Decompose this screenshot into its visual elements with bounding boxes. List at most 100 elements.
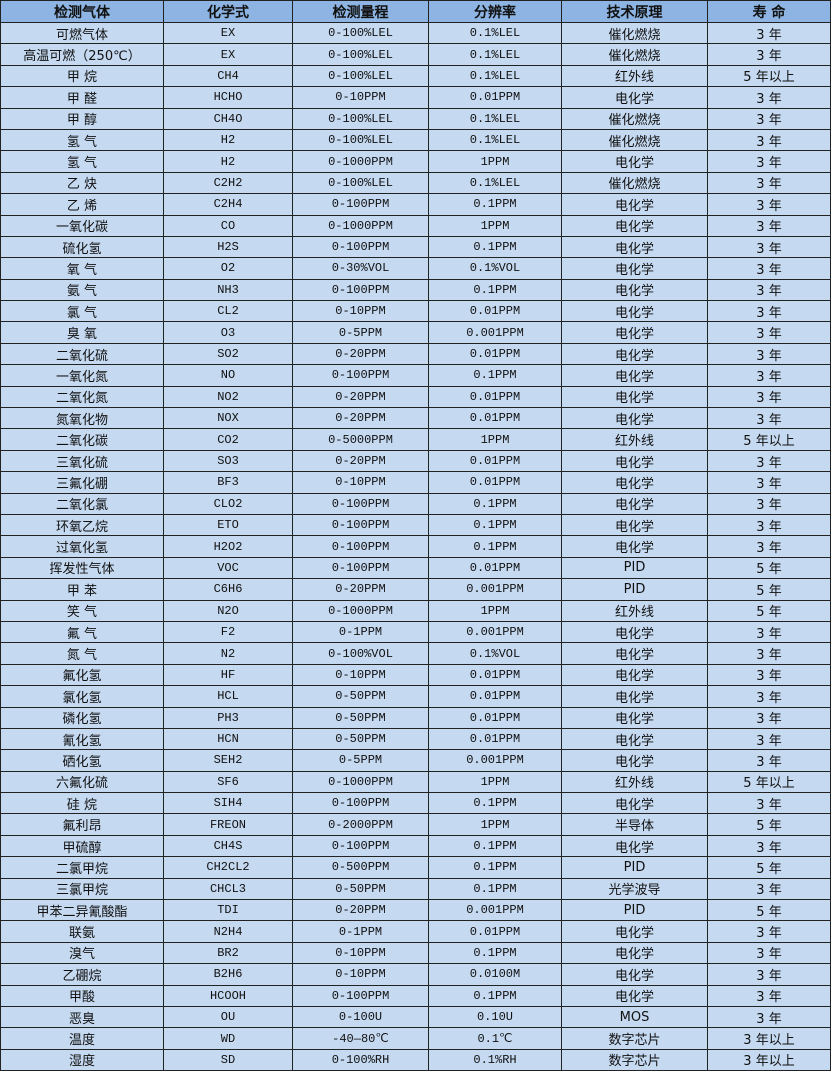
cell-formula: O2 — [163, 257, 293, 280]
table-row: 六氟化硫 SF6 0-1000PPM 1PPM 红外线 5 年以上 — [0, 770, 831, 794]
cell-resolution: 0.1PPM — [428, 984, 562, 1007]
cell-lifespan: 3 年 — [707, 513, 831, 537]
cell-principle: 数字芯片 — [561, 1048, 708, 1072]
cell-gas-name: 氯化氢 — [0, 685, 164, 708]
cell-principle: 催化燃烧 — [561, 43, 708, 66]
cell-formula: SEH2 — [163, 749, 293, 772]
cell-range: 0-1000PPM — [292, 770, 429, 794]
cell-formula: C6H6 — [163, 578, 293, 601]
cell-principle: 催化燃烧 — [561, 21, 708, 45]
cell-formula: N2O — [163, 599, 293, 622]
cell-lifespan: 3 年 — [707, 685, 831, 708]
cell-range: 0-10PPM — [292, 300, 429, 323]
cell-range: 0-100PPM — [292, 513, 429, 537]
cell-resolution: 0.1PPM — [428, 492, 562, 515]
table-row: 甲 苯 C6H6 0-20PPM 0.001PPM PID 5 年 — [0, 578, 831, 601]
cell-lifespan: 3 年 — [707, 727, 831, 751]
cell-gas-name: 氢 气 — [0, 150, 164, 173]
cell-lifespan: 3 年 — [707, 171, 831, 195]
column-header-lifespan: 寿 命 — [707, 0, 831, 23]
cell-lifespan: 3 年 — [707, 535, 831, 558]
cell-resolution: 0.1%LEL — [428, 128, 562, 152]
cell-lifespan: 5 年以上 — [707, 428, 831, 451]
cell-resolution: 1PPM — [428, 770, 562, 794]
cell-resolution: 1PPM — [428, 813, 562, 836]
cell-gas-name: 过氧化氢 — [0, 535, 164, 558]
table-row: 氟化氢 HF 0-10PPM 0.01PPM 电化学 3 年 — [0, 663, 831, 687]
cell-lifespan: 3 年 — [707, 150, 831, 173]
cell-gas-name: 磷化氢 — [0, 706, 164, 729]
cell-resolution: 0.0100M — [428, 963, 562, 986]
cell-resolution: 0.1PPM — [428, 834, 562, 858]
table-row: 温度 WD -40—80℃ 0.1℃ 数字芯片 3 年以上 — [0, 1027, 831, 1050]
table-row: 环氧乙烷 ETO 0-100PPM 0.1PPM 电化学 3 年 — [0, 513, 831, 537]
cell-principle: 电化学 — [561, 214, 708, 237]
table-row: 高温可燃（250℃） EX 0-100%LEL 0.1%LEL 催化燃烧 3 年 — [0, 43, 831, 66]
cell-lifespan: 3 年 — [707, 449, 831, 473]
cell-formula: CH4O — [163, 107, 293, 130]
column-header-resolution: 分辨率 — [428, 0, 562, 23]
table-row: 硫化氢 H2S 0-100PPM 0.1PPM 电化学 3 年 — [0, 235, 831, 259]
cell-formula: H2O2 — [163, 535, 293, 558]
table-row: 乙 烯 C2H4 0-100PPM 0.1PPM 电化学 3 年 — [0, 193, 831, 216]
table-row: 氨 气 NH3 0-100PPM 0.1PPM 电化学 3 年 — [0, 278, 831, 302]
cell-gas-name: 恶臭 — [0, 1005, 164, 1029]
cell-principle: 红外线 — [561, 599, 708, 622]
cell-gas-name: 硅 烷 — [0, 792, 164, 815]
cell-lifespan: 3 年 — [707, 43, 831, 66]
cell-lifespan: 3 年 — [707, 471, 831, 494]
cell-principle: 电化学 — [561, 407, 708, 430]
cell-formula: VOC — [163, 556, 293, 580]
cell-resolution: 0.01PPM — [428, 449, 562, 473]
cell-formula: HF — [163, 663, 293, 687]
cell-principle: 电化学 — [561, 941, 708, 965]
cell-formula: CHCL3 — [163, 877, 293, 901]
table-row: 氢 气 H2 0-100%LEL 0.1%LEL 催化燃烧 3 年 — [0, 128, 831, 152]
cell-formula: NH3 — [163, 278, 293, 302]
cell-gas-name: 三氯甲烷 — [0, 877, 164, 901]
cell-lifespan: 3 年 — [707, 963, 831, 986]
cell-formula: NO — [163, 364, 293, 387]
table-row: 笑 气 N2O 0-1000PPM 1PPM 红外线 5 年 — [0, 599, 831, 622]
cell-gas-name: 二氯甲烷 — [0, 856, 164, 879]
cell-resolution: 0.1%LEL — [428, 107, 562, 130]
cell-formula: SIH4 — [163, 792, 293, 815]
cell-range: 0-100%LEL — [292, 128, 429, 152]
cell-principle: 电化学 — [561, 150, 708, 173]
cell-gas-name: 二氧化硫 — [0, 342, 164, 366]
cell-gas-name: 温度 — [0, 1027, 164, 1050]
cell-formula: HCOOH — [163, 984, 293, 1007]
cell-range: 0-500PPM — [292, 856, 429, 879]
cell-lifespan: 3 年 — [707, 342, 831, 366]
table-row: 硅 烷 SIH4 0-100PPM 0.1PPM 电化学 3 年 — [0, 792, 831, 815]
cell-gas-name: 氢 气 — [0, 128, 164, 152]
cell-range: 0-100PPM — [292, 984, 429, 1007]
cell-resolution: 0.01PPM — [428, 385, 562, 409]
cell-principle: 电化学 — [561, 663, 708, 687]
column-header-principle: 技术原理 — [561, 0, 708, 23]
cell-resolution: 0.01PPM — [428, 407, 562, 430]
cell-gas-name: 笑 气 — [0, 599, 164, 622]
cell-principle: 光学波导 — [561, 877, 708, 901]
cell-resolution: 1PPM — [428, 428, 562, 451]
cell-range: 0-1PPM — [292, 920, 429, 943]
cell-range: 0-5PPM — [292, 321, 429, 344]
cell-formula: CLO2 — [163, 492, 293, 515]
cell-lifespan: 5 年 — [707, 899, 831, 922]
cell-formula: PH3 — [163, 706, 293, 729]
cell-formula: B2H6 — [163, 963, 293, 986]
cell-gas-name: 联氨 — [0, 920, 164, 943]
cell-gas-name: 一氧化氮 — [0, 364, 164, 387]
cell-resolution: 0.01PPM — [428, 727, 562, 751]
cell-principle: 电化学 — [561, 278, 708, 302]
cell-principle: 电化学 — [561, 706, 708, 729]
cell-formula: CH4S — [163, 834, 293, 858]
cell-formula: OU — [163, 1005, 293, 1029]
cell-principle: PID — [561, 578, 708, 601]
cell-gas-name: 湿度 — [0, 1048, 164, 1072]
cell-range: 0-100%LEL — [292, 64, 429, 88]
cell-range: 0-100PPM — [292, 834, 429, 858]
table-row: 氯化氢 HCL 0-50PPM 0.01PPM 电化学 3 年 — [0, 685, 831, 708]
cell-formula: C2H4 — [163, 193, 293, 216]
cell-gas-name: 二氧化碳 — [0, 428, 164, 451]
